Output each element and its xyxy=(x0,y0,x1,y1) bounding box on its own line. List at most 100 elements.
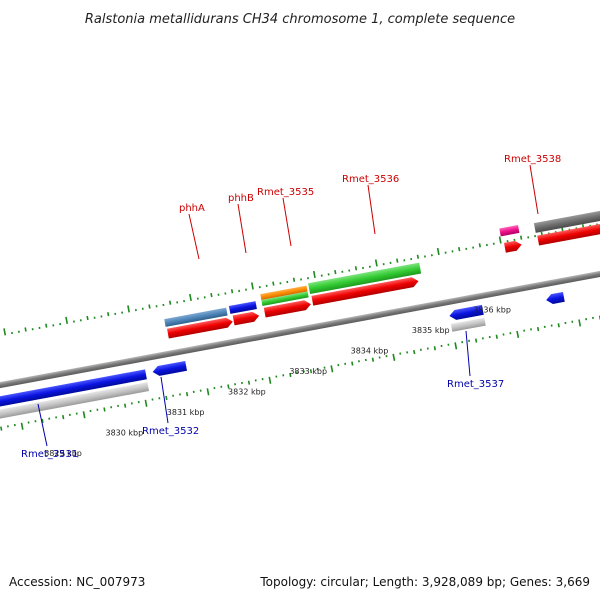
tick-mark xyxy=(368,265,371,268)
tick-mark xyxy=(192,390,195,394)
tick-mark xyxy=(337,363,340,367)
tick-mark xyxy=(62,415,65,420)
tick-mark xyxy=(148,304,151,309)
tick-mark xyxy=(530,328,532,331)
tick-mark xyxy=(519,235,523,240)
tick-mark xyxy=(189,293,192,301)
map-body: 3829 kbp 3830 kbp 3831 kbp 3832 kbp 3833… xyxy=(0,201,600,458)
summary-label: Topology: circular; Length: 3,928,089 bp… xyxy=(259,575,590,589)
tick-mark xyxy=(185,392,189,397)
tick-mark xyxy=(578,319,582,327)
tick-mark xyxy=(155,305,158,308)
gene-grey-reverse[interactable] xyxy=(0,382,150,427)
tick-mark xyxy=(103,407,106,412)
gene-phhB[interactable] xyxy=(228,301,257,314)
scale-label: 3832 kbp xyxy=(228,388,266,397)
gene-arrow[interactable] xyxy=(311,276,419,306)
tick-mark xyxy=(543,325,546,328)
tick-mark xyxy=(374,259,378,267)
tick-mark xyxy=(403,259,406,262)
tick-mark xyxy=(419,348,422,351)
tick-mark xyxy=(585,318,588,321)
tick-mark xyxy=(272,281,275,286)
tick-mark xyxy=(506,240,509,243)
tick-mark xyxy=(199,389,202,392)
tick-mark xyxy=(89,409,92,413)
tick-mark xyxy=(492,242,495,245)
tick-mark xyxy=(423,255,426,258)
tick-mark xyxy=(481,337,484,340)
gene-arrow-reverse[interactable] xyxy=(545,291,565,305)
tick-mark xyxy=(11,331,13,335)
tick-mark xyxy=(75,412,78,415)
gene-label-Rmet_3535[interactable]: Rmet_3535 xyxy=(257,187,314,198)
leader-line xyxy=(188,213,200,260)
gene-Rmet_3538[interactable] xyxy=(499,225,520,237)
scale-label: 3834 kbp xyxy=(351,347,389,356)
tick-mark xyxy=(485,243,488,247)
gene-arrow[interactable] xyxy=(263,299,312,318)
gene-arrow-reverse[interactable] xyxy=(152,360,188,377)
tick-mark xyxy=(488,335,491,339)
gene-arrow-reverse[interactable] xyxy=(0,369,147,415)
gene-Rmet_3535[interactable] xyxy=(260,285,308,301)
tick-mark xyxy=(320,274,323,277)
tick-mark xyxy=(362,266,364,270)
gene-arrow[interactable] xyxy=(537,214,600,246)
tick-mark xyxy=(3,328,7,336)
tick-mark xyxy=(27,421,30,424)
gene-arrow-reverse[interactable] xyxy=(449,304,484,321)
accession-label: Accession: NC_007973 xyxy=(9,575,145,589)
tick-mark xyxy=(385,355,388,358)
gene-label-Rmet_3537[interactable]: Rmet_3537 xyxy=(447,379,504,390)
tick-mark xyxy=(52,324,55,327)
tick-mark xyxy=(254,379,257,382)
tick-mark xyxy=(38,326,41,330)
tick-mark xyxy=(502,333,505,336)
tick-mark xyxy=(444,251,447,254)
gene-label-Rmet_3536[interactable]: Rmet_3536 xyxy=(342,174,399,185)
gene-label-phhA[interactable]: phhA xyxy=(179,203,205,214)
tick-mark xyxy=(258,285,261,289)
gene-label-Rmet_3532[interactable]: Rmet_3532 xyxy=(142,426,199,437)
tick-mark xyxy=(316,367,319,371)
tick-mark xyxy=(55,416,58,419)
tick-row-lower xyxy=(0,315,600,431)
tick-mark xyxy=(312,270,316,279)
tick-mark xyxy=(213,386,216,390)
gene-label-Rmet_3531[interactable]: Rmet_3531 xyxy=(21,449,78,460)
gene-grey-reverse[interactable] xyxy=(450,317,486,332)
tick-mark xyxy=(17,330,20,333)
tick-mark xyxy=(392,353,396,361)
tick-mark xyxy=(300,278,303,281)
tick-mark xyxy=(536,326,540,332)
tick-mark xyxy=(344,362,347,365)
tick-mark xyxy=(172,394,175,397)
tick-mark xyxy=(34,420,37,423)
tick-mark xyxy=(351,361,354,366)
tick-mark xyxy=(447,343,450,346)
tick-mark xyxy=(495,334,498,339)
gene-arrow[interactable] xyxy=(167,317,234,339)
tick-mark xyxy=(406,351,409,354)
tick-mark xyxy=(550,324,553,327)
tick-mark xyxy=(158,397,161,400)
gene-grey-block[interactable] xyxy=(533,201,600,233)
tick-mark xyxy=(227,384,230,389)
gene-label-Rmet_3538[interactable]: Rmet_3538 xyxy=(504,154,561,165)
gene-arrow[interactable] xyxy=(504,240,523,253)
tick-mark xyxy=(0,426,3,431)
tick-mark xyxy=(378,356,381,359)
tick-mark xyxy=(323,366,326,369)
tick-mark xyxy=(371,357,375,362)
tick-mark xyxy=(82,411,86,419)
gene-Rmet_3535-green[interactable] xyxy=(261,291,309,306)
tick-mark xyxy=(516,330,520,338)
gene-phhA[interactable] xyxy=(164,307,228,327)
tick-mark xyxy=(348,269,351,272)
gene-Rmet_3536[interactable] xyxy=(308,262,422,295)
gene-label-phhB[interactable]: phhB xyxy=(228,193,254,204)
gene-arrow[interactable] xyxy=(232,311,260,326)
leader-line xyxy=(529,164,539,215)
